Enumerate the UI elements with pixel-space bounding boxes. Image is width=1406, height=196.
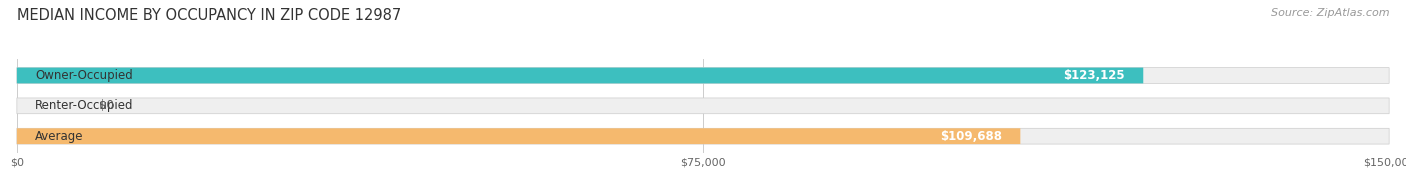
FancyBboxPatch shape: [17, 68, 1389, 83]
FancyBboxPatch shape: [17, 98, 1389, 114]
Text: $123,125: $123,125: [1063, 69, 1125, 82]
Text: $109,688: $109,688: [941, 130, 1002, 143]
Text: Owner-Occupied: Owner-Occupied: [35, 69, 134, 82]
Text: Average: Average: [35, 130, 84, 143]
Text: MEDIAN INCOME BY OCCUPANCY IN ZIP CODE 12987: MEDIAN INCOME BY OCCUPANCY IN ZIP CODE 1…: [17, 8, 401, 23]
Text: Source: ZipAtlas.com: Source: ZipAtlas.com: [1271, 8, 1389, 18]
Text: Renter-Occupied: Renter-Occupied: [35, 99, 134, 112]
FancyBboxPatch shape: [17, 68, 1143, 83]
FancyBboxPatch shape: [17, 128, 1021, 144]
Text: $0: $0: [100, 99, 114, 112]
FancyBboxPatch shape: [17, 128, 1389, 144]
